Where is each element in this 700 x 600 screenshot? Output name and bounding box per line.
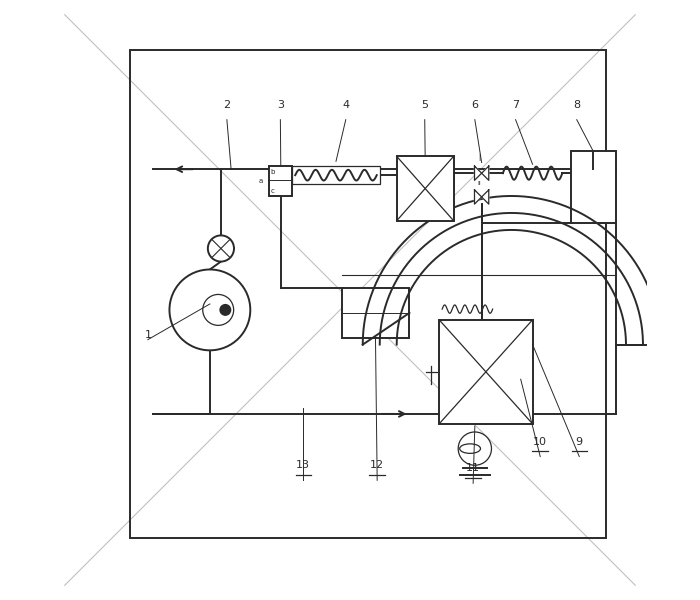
Bar [397, 157, 454, 221]
Text: 8: 8 [573, 100, 580, 110]
Circle shape [203, 295, 234, 325]
Bar [342, 288, 409, 338]
Text: 7: 7 [512, 100, 519, 110]
Text: 2: 2 [223, 100, 230, 110]
Circle shape [169, 269, 251, 350]
Text: 6: 6 [471, 100, 478, 110]
Bar [293, 166, 379, 184]
Polygon shape [482, 166, 489, 181]
Text: 11: 11 [466, 463, 480, 473]
Text: 3: 3 [277, 100, 284, 110]
Ellipse shape [460, 444, 480, 454]
Circle shape [220, 305, 231, 315]
Text: 13: 13 [296, 460, 310, 470]
Polygon shape [482, 190, 489, 204]
Text: I: I [479, 154, 481, 163]
Bar [130, 50, 606, 538]
Text: 10: 10 [533, 437, 547, 446]
Circle shape [208, 235, 234, 262]
Polygon shape [475, 166, 482, 181]
Text: c: c [270, 188, 274, 194]
Text: II: II [477, 181, 481, 186]
Bar [270, 166, 293, 196]
Text: b: b [270, 169, 275, 175]
Bar [439, 320, 533, 424]
Polygon shape [475, 190, 482, 204]
Text: 9: 9 [575, 437, 583, 446]
Circle shape [458, 432, 491, 465]
Text: 4: 4 [342, 100, 349, 110]
Text: a: a [258, 178, 263, 184]
Text: 5: 5 [421, 100, 428, 110]
Bar [570, 151, 616, 223]
Text: 1: 1 [144, 329, 151, 340]
Text: 12: 12 [370, 460, 384, 470]
